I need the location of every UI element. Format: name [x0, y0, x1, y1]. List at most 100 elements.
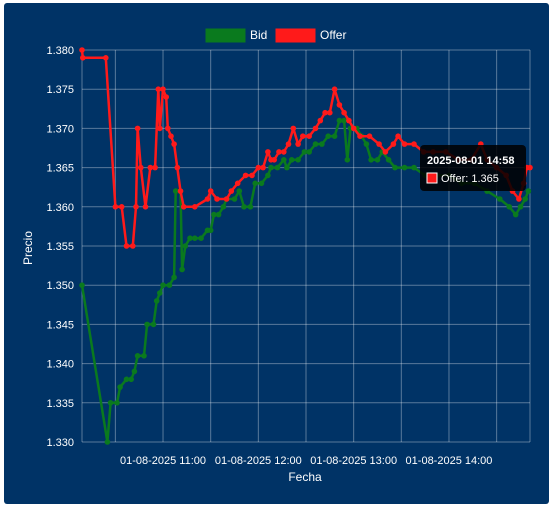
- data-point-bid[interactable]: [187, 235, 193, 241]
- data-point-bid[interactable]: [172, 188, 179, 194]
- data-point-offer[interactable]: [142, 204, 149, 210]
- data-point-offer[interactable]: [295, 141, 301, 147]
- data-point-bid[interactable]: [144, 321, 150, 328]
- legend-item-bid[interactable]: Bid: [205, 28, 267, 43]
- data-point-offer[interactable]: [276, 149, 282, 155]
- data-point-bid[interactable]: [295, 157, 301, 163]
- data-point-offer[interactable]: [271, 157, 278, 163]
- data-point-offer[interactable]: [204, 196, 211, 202]
- data-point-bid[interactable]: [312, 141, 319, 147]
- data-point-bid[interactable]: [306, 149, 313, 155]
- data-point-bid[interactable]: [166, 282, 173, 289]
- data-point-bid[interactable]: [288, 157, 295, 163]
- data-point-bid[interactable]: [182, 243, 189, 249]
- data-point-offer[interactable]: [160, 86, 166, 92]
- data-point-bid[interactable]: [284, 164, 290, 171]
- data-point-bid[interactable]: [153, 298, 160, 304]
- data-point-bid[interactable]: [231, 196, 238, 202]
- data-point-offer[interactable]: [336, 102, 343, 108]
- data-point-bid[interactable]: [325, 133, 332, 139]
- data-point-bid[interactable]: [157, 290, 163, 296]
- data-point-offer[interactable]: [80, 55, 86, 61]
- data-point-bid[interactable]: [363, 141, 370, 147]
- data-point-offer[interactable]: [234, 180, 241, 187]
- data-point-offer[interactable]: [207, 188, 214, 194]
- data-point-bid[interactable]: [268, 164, 274, 171]
- data-point-bid[interactable]: [192, 235, 198, 241]
- data-point-bid[interactable]: [401, 164, 408, 171]
- data-point-offer[interactable]: [331, 86, 338, 92]
- data-point-offer[interactable]: [103, 55, 109, 61]
- data-point-offer[interactable]: [133, 204, 139, 210]
- data-point-offer[interactable]: [255, 164, 262, 171]
- data-point-bid[interactable]: [128, 376, 134, 383]
- data-point-offer[interactable]: [382, 149, 389, 155]
- data-point-offer[interactable]: [341, 109, 347, 116]
- data-point-offer[interactable]: [130, 243, 136, 249]
- data-point-bid[interactable]: [236, 188, 243, 194]
- legend-item-offer[interactable]: Offer: [275, 28, 346, 43]
- data-point-bid[interactable]: [385, 157, 392, 163]
- data-point-bid[interactable]: [274, 164, 281, 171]
- data-point-offer[interactable]: [242, 172, 249, 179]
- data-point-bid[interactable]: [134, 353, 141, 359]
- data-point-bid[interactable]: [131, 368, 138, 375]
- data-point-offer[interactable]: [260, 164, 266, 171]
- data-point-offer[interactable]: [155, 86, 162, 92]
- data-point-bid[interactable]: [107, 400, 114, 406]
- data-point-offer[interactable]: [285, 141, 292, 147]
- data-point-bid[interactable]: [160, 282, 166, 289]
- data-point-offer[interactable]: [223, 196, 230, 202]
- data-point-bid[interactable]: [141, 353, 147, 359]
- data-point-offer[interactable]: [390, 141, 397, 147]
- data-point-bid[interactable]: [374, 157, 381, 163]
- data-point-bid[interactable]: [497, 196, 503, 202]
- data-point-offer[interactable]: [214, 196, 220, 202]
- data-point-bid[interactable]: [117, 384, 123, 390]
- data-point-bid[interactable]: [319, 141, 325, 147]
- data-point-bid[interactable]: [281, 157, 287, 163]
- data-point-offer[interactable]: [401, 141, 408, 147]
- data-point-offer[interactable]: [265, 149, 271, 155]
- data-point-offer[interactable]: [157, 125, 163, 132]
- data-point-offer[interactable]: [366, 133, 373, 139]
- data-point-offer[interactable]: [249, 172, 255, 179]
- data-point-bid[interactable]: [512, 211, 519, 218]
- data-point-offer[interactable]: [112, 204, 119, 210]
- data-point-bid[interactable]: [241, 204, 247, 210]
- data-point-bid[interactable]: [211, 211, 217, 218]
- data-point-offer[interactable]: [290, 125, 297, 132]
- data-point-offer[interactable]: [163, 94, 169, 100]
- data-point-offer[interactable]: [346, 117, 352, 124]
- data-point-bid[interactable]: [123, 376, 130, 383]
- data-point-bid[interactable]: [150, 321, 157, 328]
- data-point-offer[interactable]: [281, 149, 287, 155]
- data-point-offer[interactable]: [376, 141, 382, 147]
- data-point-bid[interactable]: [341, 117, 347, 124]
- data-point-bid[interactable]: [525, 188, 532, 194]
- data-point-bid[interactable]: [198, 235, 204, 241]
- data-point-offer[interactable]: [138, 164, 144, 171]
- data-point-offer[interactable]: [357, 133, 363, 139]
- data-point-offer[interactable]: [168, 133, 174, 139]
- data-point-offer[interactable]: [317, 117, 324, 124]
- data-point-bid[interactable]: [247, 204, 254, 210]
- data-point-bid[interactable]: [179, 266, 185, 273]
- data-point-bid[interactable]: [411, 164, 417, 171]
- data-point-bid[interactable]: [368, 157, 374, 163]
- data-point-bid[interactable]: [79, 282, 85, 289]
- data-point-offer[interactable]: [300, 133, 306, 139]
- data-point-offer[interactable]: [79, 47, 85, 53]
- data-point-offer[interactable]: [312, 125, 319, 132]
- data-point-offer[interactable]: [134, 125, 141, 132]
- data-point-bid[interactable]: [220, 204, 227, 210]
- data-point-offer[interactable]: [174, 164, 181, 171]
- data-point-offer[interactable]: [228, 188, 235, 194]
- data-point-bid[interactable]: [506, 204, 513, 210]
- data-point-offer[interactable]: [516, 196, 522, 202]
- data-point-bid[interactable]: [301, 149, 308, 155]
- data-point-offer[interactable]: [180, 204, 187, 210]
- data-point-offer[interactable]: [152, 164, 158, 171]
- data-point-offer[interactable]: [165, 125, 171, 132]
- data-point-bid[interactable]: [336, 117, 343, 124]
